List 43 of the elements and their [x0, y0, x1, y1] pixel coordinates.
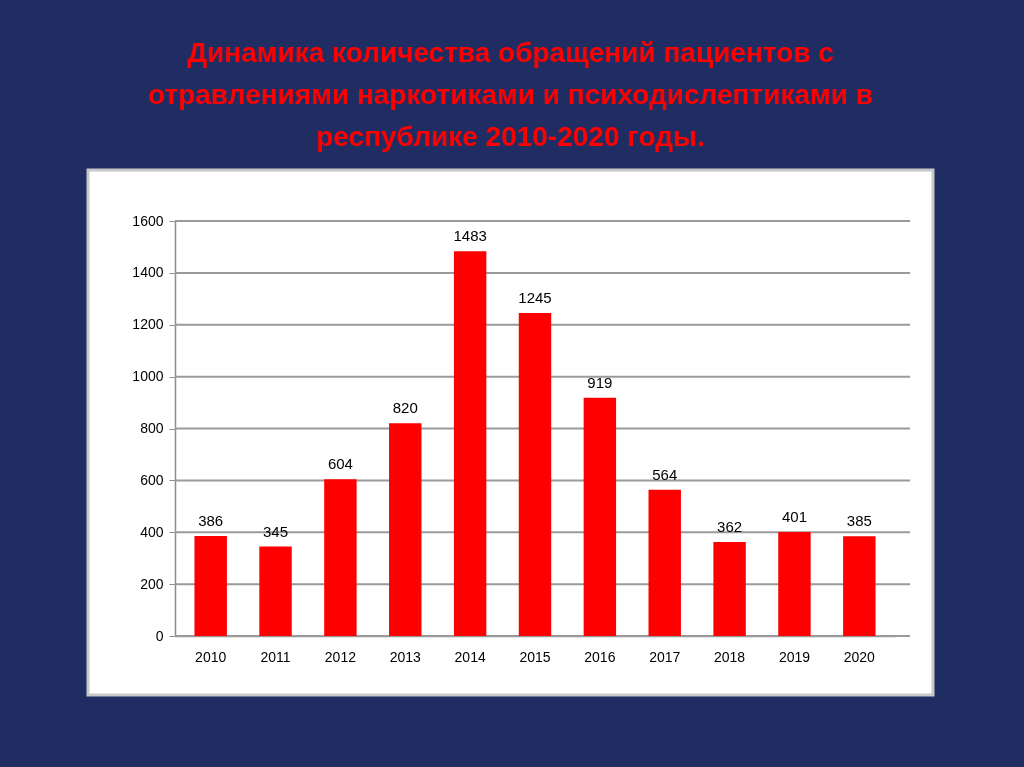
- data-label: 919: [587, 373, 613, 391]
- x-tick-label: 2010: [195, 648, 227, 665]
- y-tick-label: 800: [140, 420, 164, 436]
- data-label: 345: [263, 522, 289, 540]
- bar: [713, 542, 746, 636]
- x-tick-label: 2018: [714, 648, 746, 665]
- y-tick-label: 400: [140, 523, 164, 540]
- bar: [778, 531, 811, 636]
- data-label: 1245: [518, 289, 552, 307]
- bar: [259, 546, 292, 636]
- data-label: 385: [846, 512, 872, 530]
- bar: [453, 251, 487, 636]
- y-tick-label: 1000: [132, 368, 164, 385]
- y-tick-label: 1200: [132, 316, 164, 333]
- y-tick-label: 600: [140, 471, 164, 488]
- y-tick-label: 1400: [132, 264, 164, 281]
- x-tick-label: 2014: [454, 648, 486, 665]
- x-tick-label: 2016: [584, 648, 616, 665]
- chart-title: Динамика количества обращений пациентов с отравлениями наркотиками и психодислептиками в республике 2010-2020 годы.: [148, 37, 873, 152]
- y-tick-label: 0: [155, 627, 164, 644]
- bar: [843, 536, 876, 636]
- y-tick-label: 1600: [132, 212, 164, 229]
- x-tick-label: 2011: [260, 648, 291, 665]
- data-label: 362: [717, 518, 743, 536]
- x-tick-label: 2020: [843, 648, 876, 665]
- data-label: 1483: [453, 227, 487, 245]
- bar: [389, 423, 422, 636]
- bar: [518, 313, 552, 636]
- x-tick-label: 2017: [649, 648, 681, 665]
- bar: [648, 489, 681, 636]
- data-label: 820: [392, 399, 418, 417]
- y-tick-label: 200: [140, 575, 164, 592]
- x-tick-label: 2013: [389, 648, 422, 665]
- bar: [194, 535, 227, 636]
- x-tick-label: 2012: [324, 648, 357, 665]
- bar: [583, 397, 617, 636]
- data-label: 401: [781, 507, 807, 525]
- data-label: 604: [327, 455, 353, 473]
- bar: [324, 479, 357, 636]
- x-tick-label: 2019: [778, 648, 811, 665]
- data-label: 564: [652, 465, 678, 483]
- x-tick-label: 2015: [519, 648, 551, 665]
- data-label: 386: [198, 511, 224, 529]
